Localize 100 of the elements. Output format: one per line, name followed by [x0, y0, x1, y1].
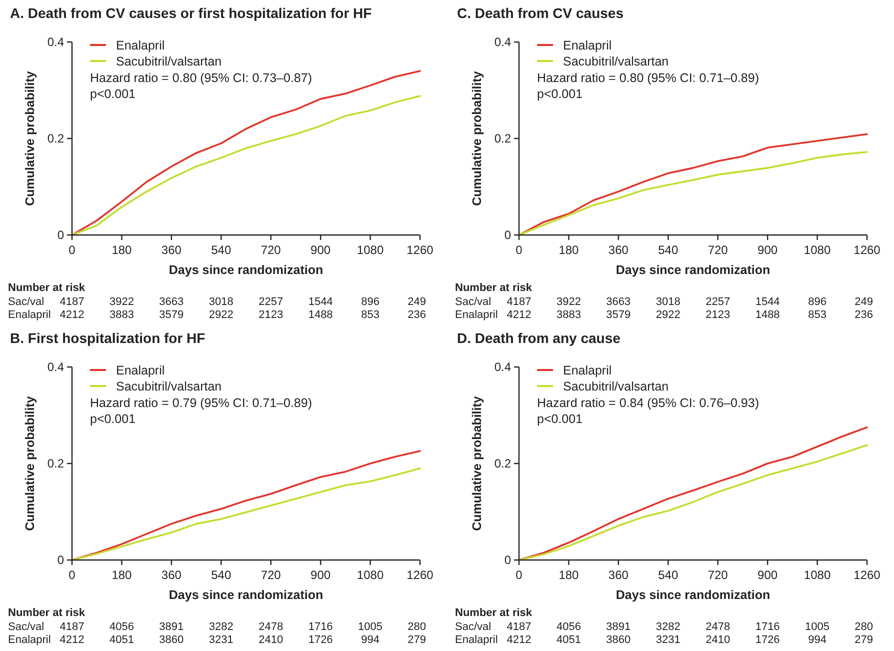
text: 3860	[159, 634, 184, 646]
y-tick-label: 0.2	[494, 132, 512, 146]
text: 2922	[208, 309, 234, 321]
x-axis-title: Days since randomization	[616, 263, 770, 277]
x-tick-label: 0	[516, 243, 523, 257]
chart-title: C. Death from CV causes	[457, 5, 624, 21]
x-tick-label: 720	[708, 568, 728, 582]
x-tick-label: 180	[558, 568, 580, 582]
text: 896	[808, 296, 826, 308]
x-tick-label: 360	[161, 243, 182, 257]
legend-label: Enalapril	[116, 38, 165, 52]
text: 4187	[60, 296, 84, 308]
text: 1726	[755, 634, 780, 646]
text: 896	[361, 296, 380, 308]
text: 1488	[755, 309, 780, 321]
x-tick-label: 360	[608, 243, 629, 257]
x-tick-label: 180	[112, 568, 132, 582]
x-tick-label: 0	[68, 568, 76, 582]
text: 3891	[606, 621, 631, 633]
legend-label: Sacubitril/valsartan	[563, 379, 669, 394]
text: 1005	[358, 621, 383, 633]
y-axis-title: Cumulative probability	[470, 71, 484, 206]
legend-label: Enalapril	[116, 363, 165, 378]
chart-title: D. Death from any cause	[457, 330, 621, 346]
text: 3922	[109, 296, 134, 308]
text: 3579	[159, 309, 184, 321]
x-tick-label: 720	[260, 243, 282, 257]
text: 2123	[706, 309, 730, 321]
x-axis-title: Days since randomization	[168, 263, 324, 277]
text: 3891	[159, 621, 184, 633]
text: 2922	[656, 309, 680, 321]
text: 279	[854, 634, 873, 646]
annotation: Hazard ratio = 0.79 (95% CI: 0.71–0.89)	[90, 396, 312, 410]
text: 4187	[60, 621, 84, 633]
x-tick-label: 180	[112, 243, 132, 257]
text: 853	[808, 309, 826, 321]
chart-title: A. Death from CV causes or first hospitalization for HF	[10, 5, 372, 21]
x-tick-label: 900	[310, 568, 331, 582]
text: 1726	[308, 634, 333, 646]
text: 249	[854, 296, 873, 308]
text: 3883	[556, 309, 581, 321]
text: Number at risk	[455, 607, 533, 619]
text: 4051	[556, 634, 581, 646]
x-tick-label: 540	[211, 568, 232, 582]
annotation: Hazard ratio = 0.80 (95% CI: 0.73–0.87)	[90, 71, 312, 85]
text: 1716	[308, 621, 333, 633]
text: 994	[808, 634, 826, 646]
text: 2257	[258, 296, 284, 308]
text: 2410	[706, 634, 730, 646]
text: 1716	[755, 621, 780, 633]
y-tick-label: 0.4	[494, 35, 512, 50]
y-tick-label: 0.4	[47, 360, 64, 374]
y-axis-title: Cumulative probability	[470, 396, 484, 531]
text: Enalapril	[8, 309, 51, 321]
text: 4051	[109, 634, 134, 646]
x-tick-label: 720	[260, 568, 282, 582]
text: 4056	[556, 621, 581, 633]
text: 3018	[208, 296, 234, 308]
text: 1544	[755, 296, 780, 308]
legend-label: Sacubitril/valsartan	[116, 379, 222, 394]
text: 1005	[805, 621, 830, 633]
y-tick-label: 0	[57, 228, 64, 242]
x-tick-label: 540	[658, 243, 678, 257]
text: 280	[408, 621, 426, 633]
x-tick-label: 1260	[406, 568, 434, 582]
text: 3231	[208, 634, 234, 646]
text: 2123	[258, 309, 284, 321]
text: 4056	[109, 621, 134, 633]
text: Sac/val	[455, 296, 492, 308]
x-tick-label: 1080	[356, 568, 384, 582]
x-tick-label: 900	[758, 568, 778, 582]
y-tick-label: 0.2	[47, 132, 64, 146]
x-tick-label: 1080	[804, 243, 831, 257]
text: 3663	[159, 296, 184, 308]
text: 4212	[60, 309, 84, 321]
legend-label: Sacubitril/valsartan	[563, 54, 669, 68]
text: 4187	[506, 296, 532, 308]
text: 236	[854, 309, 873, 321]
annotation: p<0.001	[537, 412, 583, 426]
x-tick-label: 540	[658, 568, 678, 582]
text: 994	[361, 634, 380, 646]
x-tick-label: 900	[758, 243, 778, 257]
text: 3860	[606, 634, 631, 646]
text: 2478	[706, 621, 730, 633]
text: 2410	[258, 634, 284, 646]
legend-label: Enalapril	[563, 363, 612, 378]
text: 1544	[308, 296, 333, 308]
x-tick-label: 180	[558, 243, 580, 257]
y-tick-label: 0	[504, 228, 512, 242]
text: 3579	[606, 309, 631, 321]
text: 249	[408, 296, 426, 308]
y-tick-label: 0.2	[494, 456, 512, 471]
text: 4212	[506, 634, 532, 646]
text: 853	[361, 309, 380, 321]
x-axis-title: Days since randomization	[616, 588, 770, 602]
text: Enalapril	[455, 309, 498, 321]
annotation: Hazard ratio = 0.84 (95% CI: 0.76–0.93)	[537, 396, 760, 410]
y-tick-label: 0.2	[47, 456, 64, 471]
y-tick-label: 0.4	[47, 35, 64, 50]
annotation: p<0.001	[90, 87, 136, 101]
